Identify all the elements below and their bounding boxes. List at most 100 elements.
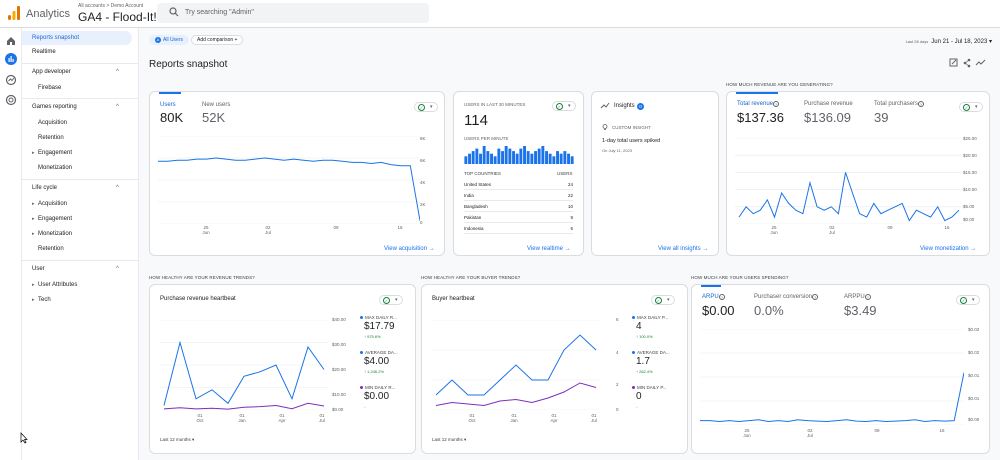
sidebar-item-lc-acquisition[interactable]: Acquisition xyxy=(28,197,138,211)
sidebar-item-retention[interactable]: Retention xyxy=(38,135,64,141)
reports-icon[interactable] xyxy=(5,53,17,65)
advertising-icon[interactable] xyxy=(5,94,17,106)
legend-dot xyxy=(632,351,635,355)
y-tick: $20.00 xyxy=(332,367,346,372)
edit-icon[interactable] xyxy=(949,58,958,67)
chevron-down-icon: ▾ xyxy=(972,297,975,303)
sidebar-item-acquisition[interactable]: Acquisition xyxy=(38,120,68,126)
status-badge[interactable]: ✓ ▾ xyxy=(379,295,403,305)
view-all-insights-link[interactable]: View all insights → xyxy=(658,246,708,252)
users-per-minute-bar xyxy=(504,146,508,164)
sidebar-section-games-reporting[interactable]: Games reporting ^ xyxy=(32,104,127,110)
link-label: View all insights xyxy=(658,246,701,252)
sidebar-item-firebase[interactable]: Firebase xyxy=(38,85,62,91)
explore-icon[interactable] xyxy=(5,74,17,86)
table-row[interactable]: Bangladesh 10 xyxy=(464,202,573,212)
metric-total-revenue-label[interactable]: Total revenue ? xyxy=(737,101,780,107)
metric-purchase-revenue-label[interactable]: Purchase revenue xyxy=(804,101,853,107)
per-minute-label: USERS PER MINUTE xyxy=(464,136,509,141)
search-bar[interactable]: Try searching "Admin" xyxy=(157,3,429,23)
search-placeholder: Try searching "Admin" xyxy=(185,9,254,16)
status-badge[interactable]: ✓ ▾ xyxy=(959,102,983,112)
home-icon[interactable] xyxy=(5,35,17,47)
users-per-minute-bar xyxy=(523,146,526,164)
help-icon[interactable]: ? xyxy=(718,294,725,300)
check-icon: ✓ xyxy=(963,104,970,111)
sidebar-section-app-developer[interactable]: App developer ^ xyxy=(32,69,127,75)
x-tick: 09 xyxy=(874,428,880,433)
date-range-picker[interactable]: Last 28 days Jun 21 - Jul 18, 2023 ▾ xyxy=(906,38,992,45)
help-icon[interactable]: ? xyxy=(864,294,871,300)
users-per-minute-chart xyxy=(464,146,574,164)
help-icon[interactable]: ? xyxy=(918,101,925,107)
search-icon xyxy=(169,7,179,17)
legend-average-value: $4.00 xyxy=(364,356,390,367)
section-title: Life cycle xyxy=(32,185,58,191)
insight-headline[interactable]: 1-day total users spiked xyxy=(602,138,661,144)
sidebar-item-user-attributes[interactable]: User Attributes xyxy=(28,278,138,292)
sidebar-section-life-cycle[interactable]: Life cycle ^ xyxy=(32,185,127,191)
sidebar-item-reports-snapshot[interactable]: Reports snapshot xyxy=(22,31,132,45)
y-tick: 4 xyxy=(616,350,619,355)
view-acquisition-link[interactable]: View acquisition → xyxy=(384,246,435,252)
insights-card: Insights 0 CUSTOM INSIGHT 1-day total us… xyxy=(591,91,719,256)
date-range-label: Jun 21 - Jul 18, 2023 xyxy=(931,39,988,45)
sidebar-section-user[interactable]: User ^ xyxy=(32,266,127,272)
table-row[interactable]: Indonesia 5 xyxy=(464,224,573,234)
view-realtime-link[interactable]: View realtime → xyxy=(527,246,571,252)
legend-min-value: $0.00 xyxy=(364,391,390,402)
arpu-series-line xyxy=(700,372,964,423)
sidebar-item-realtime[interactable]: Realtime xyxy=(32,49,56,55)
x-tick: 09 xyxy=(887,225,893,230)
y-tick: 0 xyxy=(420,220,423,225)
add-comparison-label: Add comparison xyxy=(197,37,234,43)
sidebar-item-tech[interactable]: Tech xyxy=(28,293,138,307)
check-icon: ✓ xyxy=(556,103,563,110)
insights-icon xyxy=(600,102,610,109)
metric-arppu-label[interactable]: ARPPU ? xyxy=(844,294,871,300)
metric-conversion-label[interactable]: Purchaser conversion ? xyxy=(754,294,819,300)
y-tick: $0.00 xyxy=(963,217,975,222)
sidebar-item-lc-retention[interactable]: Retention xyxy=(38,246,64,252)
property-selector[interactable]: GA4 - Flood-It! ▾ xyxy=(78,10,164,24)
add-comparison-button[interactable]: Add comparison + xyxy=(191,35,244,45)
view-monetization-link[interactable]: View monetization → xyxy=(920,246,976,252)
users-per-minute-bar xyxy=(556,151,559,164)
status-badge[interactable]: ✓ ▾ xyxy=(552,101,576,111)
sidebar-item-lc-engagement[interactable]: Engagement xyxy=(28,212,138,226)
share-icon[interactable] xyxy=(963,58,971,68)
status-badge[interactable]: ✓ ▾ xyxy=(651,295,675,305)
users-per-minute-bar xyxy=(559,153,563,164)
sidebar-item-monetization[interactable]: Monetization xyxy=(38,165,73,171)
legend-dot xyxy=(360,351,363,355)
sidebar-item-engagement[interactable]: Engagement xyxy=(28,146,138,160)
min-series-line xyxy=(435,382,597,407)
metric-users-label[interactable]: Users xyxy=(160,102,176,108)
y-tick: 6 xyxy=(616,317,619,322)
breadcrumb[interactable]: All accounts > Demo Account xyxy=(78,3,144,9)
status-badge[interactable]: ✓ ▾ xyxy=(956,295,980,305)
insights-trend-icon[interactable] xyxy=(975,59,986,66)
help-icon[interactable]: ? xyxy=(812,294,819,300)
legend-min-value: 0 xyxy=(636,391,642,402)
table-row[interactable]: India 22 xyxy=(464,191,573,201)
period-selector[interactable]: Last 12 months ▾ xyxy=(160,437,194,443)
section-title: User xyxy=(32,266,45,272)
help-icon[interactable]: ? xyxy=(773,101,780,107)
analytics-logo-icon[interactable] xyxy=(8,6,20,20)
table-row[interactable]: United States 24 xyxy=(464,180,573,190)
sidebar-item-lc-monetization[interactable]: Monetization xyxy=(28,227,138,241)
metric-arpu-label[interactable]: ARPU ? xyxy=(702,294,725,300)
period-selector[interactable]: Last 12 months ▾ xyxy=(432,437,466,443)
metric-total-purchasers-label[interactable]: Total purchasers ? xyxy=(874,101,925,107)
metric-new-users-label[interactable]: New users xyxy=(202,102,231,108)
legend-label: MAX DAILY P... xyxy=(637,315,669,320)
table-row[interactable]: Pakistan 9 xyxy=(464,213,573,223)
mouse-cursor-icon xyxy=(20,432,28,444)
y-tick: $0.00 xyxy=(332,407,344,412)
status-badge[interactable]: ✓ ▾ xyxy=(414,102,438,112)
legend-label: MIN DAILY R... xyxy=(365,385,396,390)
segment-chip-all-users[interactable]: A All Users xyxy=(149,35,190,45)
legend-min-change: - xyxy=(364,404,366,409)
divider xyxy=(22,63,139,64)
